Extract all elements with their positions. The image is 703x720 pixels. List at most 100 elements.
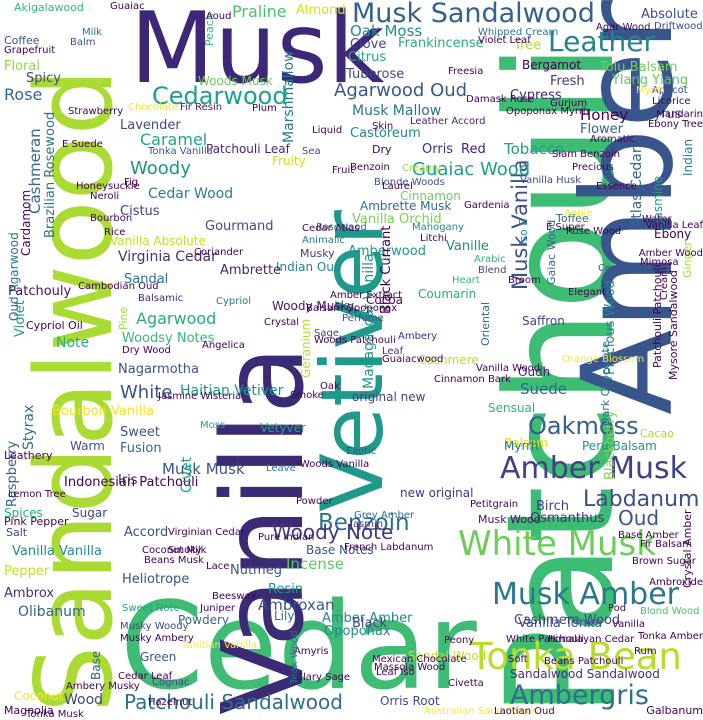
cloud-word: Beeswax [212, 591, 257, 602]
cloud-word: Amberwood [348, 244, 426, 259]
cloud-word: Balsamic [138, 293, 184, 304]
cloud-word: Cedar Atlas [302, 223, 360, 234]
cloud-word: Nagarmotha [118, 362, 199, 377]
cloud-word: Fir Resin [180, 102, 223, 113]
cloud-word: Ambroxan [258, 596, 335, 614]
cloud-word: White Patchouli [506, 634, 584, 645]
cloud-word: Cypriol Oil [26, 319, 83, 332]
cloud-word: Clary Sage [296, 672, 351, 683]
cloud-word: Osmanthus [530, 511, 605, 526]
cloud-word: Apple [564, 208, 593, 219]
cloud-word: Almond [296, 3, 346, 18]
cloud-word: Note [56, 335, 90, 351]
cloud-word: Opoponax Myrrh [506, 106, 590, 117]
cloud-word: Leaf [382, 346, 404, 357]
cloud-word: Elegant [568, 287, 606, 298]
cloud-word: Coffee [4, 34, 40, 47]
cloud-word: Brazilian Rosewood [43, 111, 58, 238]
cloud-word: Honey [580, 106, 629, 124]
cloud-word: Pure Indian [258, 532, 315, 543]
cloud-word: Damask Rose [466, 94, 534, 105]
cloud-word: Geranium [299, 318, 313, 378]
cloud-word: Sandal [124, 272, 169, 287]
cloud-word: Peony [444, 635, 475, 646]
cloud-word: Musky Ambery [120, 633, 194, 644]
cloud-word: Vanilla Husk [520, 175, 582, 186]
cloud-word: Woody [130, 158, 191, 179]
cloud-word: Gurjum [550, 98, 588, 109]
cloud-word: Iso E [517, 218, 530, 245]
cloud-word: Saffron [522, 314, 565, 328]
cloud-word: Jasmin [350, 519, 384, 530]
cloud-word: Fruit [332, 165, 355, 176]
cloud-word: Cognac [152, 677, 190, 688]
cloud-word: Blond Wood [640, 606, 700, 617]
cloud-word: Lily [274, 609, 295, 623]
cloud-word: White [120, 382, 173, 403]
cloud-word: Haitian Vetiver [180, 383, 284, 399]
cloud-word: Sandalwood Sandalwood [510, 667, 660, 681]
cloud-word: Cedar Extract [598, 263, 667, 274]
cloud-word: Tonka Amber [638, 631, 703, 642]
cloud-word: E Super [546, 222, 585, 233]
cloud-word: Clove [350, 37, 387, 52]
cloud-word: Tobacco [504, 140, 565, 158]
cloud-word: Tonka Bean [470, 635, 682, 678]
cloud-word: Olibanum [18, 604, 86, 620]
cloud-word: Leave [266, 463, 296, 474]
cloud-word: Oak Moss [350, 22, 423, 40]
cloud-word: Heart [452, 275, 480, 286]
cloud-word: Cashmere [418, 353, 479, 367]
cloud-word: Castoreum [350, 126, 421, 141]
cloud-word: Ambroxide [649, 577, 703, 588]
cloud-word: Bergamot [522, 58, 582, 72]
cloud-word: Aromatic [590, 134, 635, 145]
cloud-word: Orris [422, 142, 454, 157]
cloud-word: Tree [514, 38, 542, 53]
cloud-word: Laotian Oud [494, 706, 555, 717]
cloud-word: Bourbon Vanilla [52, 404, 154, 419]
cloud-word: Ebony Tree [647, 119, 703, 130]
cloud-word: Mandarin [656, 109, 703, 120]
cloud-word: Jasmine Wisteria [158, 391, 242, 402]
cloud-word: Agarwood [136, 309, 217, 328]
cloud-word: Orris Root [380, 694, 440, 708]
cloud-word: Sage [314, 328, 339, 339]
cloud-word: Pod [608, 603, 627, 614]
cloud-word: Red [461, 142, 486, 157]
cloud-word: Beans Musk [144, 555, 204, 566]
cloud-word: Tonka Vanilla [148, 146, 213, 157]
cloud-word: Peru Balsam [582, 439, 657, 453]
cloud-word: Ambrox [4, 586, 55, 601]
cloud-word: Vanilla Wood [476, 363, 541, 374]
cloud-word: Soft [508, 654, 528, 665]
cloud-word: Smoky [168, 545, 202, 556]
cloud-word: Oak [320, 381, 340, 392]
cloud-word: Siam Benzoin [552, 149, 621, 160]
cloud-word: Woodsy Notes [122, 331, 215, 346]
cloud-word: Indian Oud [276, 260, 342, 274]
cloud-word: Myrrh [504, 439, 539, 453]
cloud-word: Ebony [654, 227, 692, 241]
cloud-word: Virginian Cedar [168, 527, 245, 538]
cloud-word: Frankincense [398, 36, 484, 51]
cloud-word: Bourbon [90, 213, 133, 224]
cloud-word: Petitgrain [470, 499, 519, 510]
cloud-word: Civetta [448, 678, 484, 689]
cloud-word: Milk [82, 27, 102, 38]
cloud-word: Apricot [652, 85, 688, 96]
cloud-word: Cypriol [216, 296, 252, 307]
cloud-word: Toffee [556, 212, 589, 225]
cloud-word: Pink Pepper [4, 515, 69, 528]
cloud-word: Fruity [272, 154, 306, 168]
cloud-word: Vanilla Tonka [518, 616, 603, 631]
cloud-word: French Labdanum [344, 542, 434, 553]
cloud-word: Powder [296, 496, 333, 507]
cloud-word: Cacao [640, 427, 674, 440]
cloud-word: Guaiacwood [382, 354, 444, 365]
cloud-word: Wood [64, 692, 104, 708]
cloud-word: Broom [508, 275, 541, 286]
cloud-word: Plum [252, 103, 277, 114]
cloud-word: Blend [478, 265, 507, 276]
cloud-word: original new [352, 390, 426, 404]
